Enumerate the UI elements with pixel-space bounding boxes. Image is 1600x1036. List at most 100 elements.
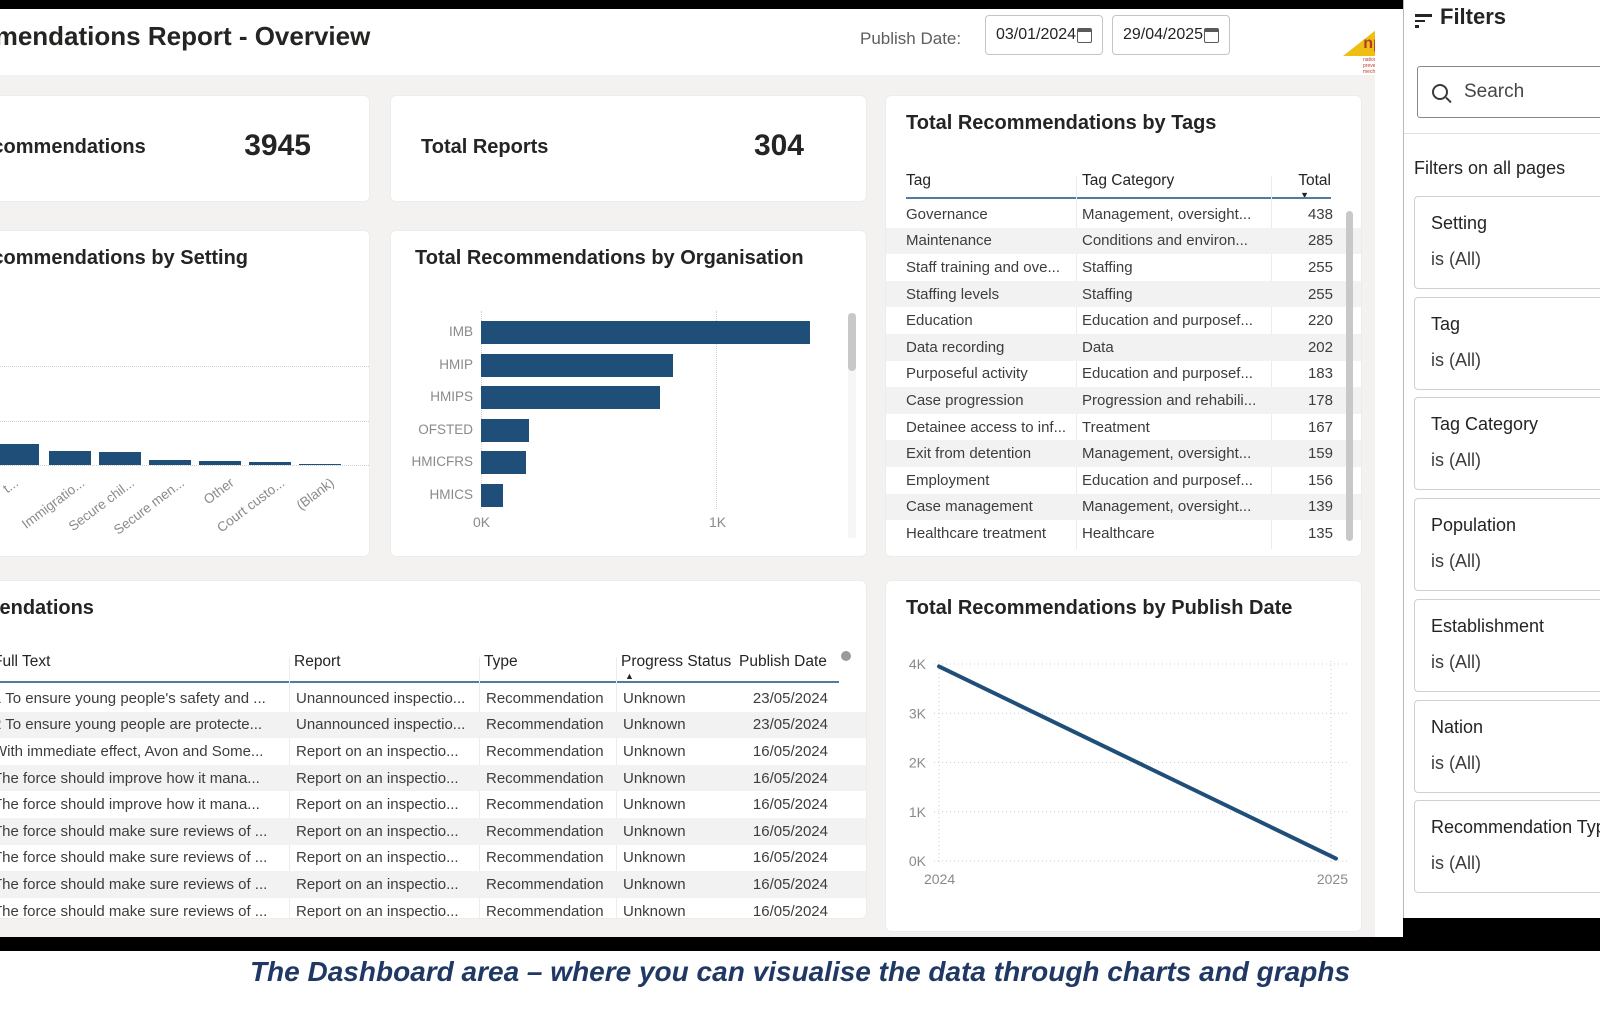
- full-text-cell: The force should make sure reviews of ..…: [0, 903, 296, 919]
- organisation-bar-HMICFRS[interactable]: [481, 451, 526, 474]
- full-text-cell: 1 To ensure young people's safety and ..…: [0, 690, 296, 707]
- filter-field-label: Establishment: [1431, 616, 1544, 637]
- table-row[interactable]: Exit from detentionManagement, oversight…: [886, 440, 1361, 467]
- tag-category-cell: Education and purposef...: [1082, 312, 1272, 329]
- column-header-report[interactable]: Report: [294, 653, 341, 671]
- organisation-bar-OFSTED[interactable]: [481, 419, 529, 442]
- publish-date-line-chart[interactable]: 0K1K2K3K4K20242025: [886, 581, 1361, 931]
- table-row[interactable]: EmploymentEducation and purposef...156: [886, 467, 1361, 494]
- progress-status-cell: Unknown: [623, 903, 735, 919]
- filter-card-establishment[interactable]: Establishment is (All): [1414, 599, 1600, 692]
- publish-date-cell: 16/05/2024: [735, 903, 828, 919]
- tags-table-title: Total Recommendations by Tags: [906, 112, 1216, 135]
- setting-bar-(Blank)[interactable]: [299, 464, 341, 466]
- publish-date-cell: 23/05/2024: [735, 690, 828, 707]
- organisation-bar-HMIP[interactable]: [481, 354, 673, 377]
- filter-card-tag[interactable]: Tagis (All): [1414, 297, 1600, 390]
- tag-category-cell: Management, oversight...: [1082, 206, 1272, 223]
- table-row[interactable]: Data recordingData202: [886, 334, 1361, 361]
- sort-ascending-icon: ▲: [625, 671, 634, 681]
- organisation-bar-IMB[interactable]: [481, 321, 810, 344]
- full-text-cell: The force should make sure reviews of ..…: [0, 849, 296, 866]
- table-row[interactable]: With immediate effect, Avon and Some...R…: [0, 738, 866, 765]
- filter-condition: is (All): [1431, 652, 1481, 673]
- table-row[interactable]: EducationEducation and purposef...220: [886, 307, 1361, 334]
- filter-card-nation[interactable]: Nationis (All): [1414, 700, 1600, 793]
- tags-table-scrollbar[interactable]: [1346, 211, 1353, 541]
- setting-bar-Court custo...[interactable]: [249, 462, 291, 465]
- publish-date-cell: 16/05/2024: [735, 796, 828, 813]
- filter-card-population[interactable]: Populationis (All): [1414, 498, 1600, 591]
- table-row[interactable]: The force should make sure reviews of ..…: [0, 818, 866, 845]
- svg-text:3K: 3K: [909, 705, 927, 721]
- report-cell: Unannounced inspectio...: [296, 690, 486, 707]
- progress-status-cell: Unknown: [623, 823, 735, 840]
- column-header-full-text[interactable]: Full Text: [0, 653, 50, 671]
- setting-bar-Secure chil...[interactable]: [99, 452, 141, 465]
- setting-bar-t...[interactable]: [0, 444, 39, 465]
- table-row[interactable]: Purposeful activityEducation and purpose…: [886, 361, 1361, 388]
- table-row[interactable]: MaintenanceConditions and environ...285: [886, 228, 1361, 255]
- organisation-chart-plot: IMBHMIPHMIPSOFSTEDHMICFRSHMICS: [391, 231, 866, 556]
- kpi-value: 3945: [244, 129, 311, 163]
- table-row[interactable]: The force should improve how it mana...R…: [0, 765, 866, 792]
- divider: [1404, 133, 1600, 134]
- table-row[interactable]: Staff training and ove...Staffing255: [886, 254, 1361, 281]
- filter-condition: is (All): [1431, 249, 1481, 270]
- organisation-bar-HMICS[interactable]: [481, 484, 503, 507]
- top-border-bar: [0, 0, 1403, 9]
- publish-date-label: Publish Date:: [860, 29, 961, 49]
- table-row[interactable]: Case progressionProgression and rehabili…: [886, 387, 1361, 414]
- tag-cell: Case management: [886, 498, 1082, 515]
- table-row[interactable]: The force should improve how it mana...R…: [0, 791, 866, 818]
- organisation-bar-HMIPS[interactable]: [481, 386, 660, 409]
- filters-search-input[interactable]: Search: [1417, 66, 1600, 118]
- table-row[interactable]: Detainee access to inf...Treatment167: [886, 414, 1361, 441]
- column-header-publish-date[interactable]: Publish Date: [739, 653, 827, 671]
- column-header-total[interactable]: Total: [1298, 172, 1331, 190]
- filters-panel-title: Filters: [1440, 4, 1506, 30]
- column-header-tag-category[interactable]: Tag Category: [1082, 172, 1174, 190]
- table-row[interactable]: The force should make sure reviews of ..…: [0, 871, 866, 898]
- table-row[interactable]: Healthcare treatmentHealthcare135: [886, 520, 1361, 547]
- publish-date-from-input[interactable]: 03/01/2024: [985, 15, 1103, 55]
- tag-category-cell: Education and purposef...: [1082, 472, 1272, 489]
- organisation-category-label: HMICS: [430, 487, 474, 502]
- table-row[interactable]: GovernanceManagement, oversight...438: [886, 201, 1361, 228]
- filter-field-label: Tag Category: [1431, 414, 1538, 435]
- kpi-card-total-reports: Total Reports 304: [390, 95, 867, 202]
- organisation-chart-scrollbar[interactable]: [848, 313, 856, 371]
- publish-date-to-input[interactable]: 29/04/2025: [1112, 15, 1230, 55]
- setting-bar-Secure men...[interactable]: [149, 460, 191, 465]
- publish-date-cell: 16/05/2024: [735, 743, 828, 760]
- filters-icon[interactable]: [1415, 14, 1433, 28]
- calendar-icon[interactable]: [1204, 28, 1219, 43]
- filter-card-tag-category[interactable]: Tag Categoryis (All): [1414, 397, 1600, 490]
- scrollbar-dot[interactable]: [841, 651, 851, 661]
- table-row[interactable]: The force should make sure reviews of ..…: [0, 898, 866, 919]
- organisation-chart-card: Total Recommendations by Organisation IM…: [390, 230, 867, 557]
- calendar-icon[interactable]: [1077, 28, 1092, 43]
- tag-cell: Education: [886, 312, 1082, 329]
- column-header-progress-status[interactable]: Progress Status: [621, 653, 731, 671]
- filter-card-setting[interactable]: Settingis (All): [1414, 196, 1600, 289]
- table-row[interactable]: 1 To ensure young people's safety and ..…: [0, 685, 866, 712]
- table-header-underline: [906, 197, 1331, 199]
- x-axis-tick: 1K: [709, 514, 726, 530]
- publish-date-chart-card: Total Recommendations by Publish Date 0K…: [885, 580, 1362, 932]
- column-header-type[interactable]: Type: [484, 653, 518, 671]
- kpi-label: Total Reports: [421, 136, 548, 159]
- column-header-tag[interactable]: Tag: [906, 172, 931, 190]
- organisation-category-label: HMIP: [439, 357, 473, 372]
- table-row[interactable]: Case managementManagement, oversight...1…: [886, 494, 1361, 521]
- setting-bar-Immigratio...[interactable]: [49, 451, 91, 465]
- report-cell: Report on an inspectio...: [296, 823, 486, 840]
- table-row[interactable]: The force should make sure reviews of ..…: [0, 845, 866, 872]
- filter-card-recommendation-type[interactable]: Recommendation Typeis (All): [1414, 800, 1600, 893]
- tag-cell: Exit from detention: [886, 445, 1082, 462]
- setting-bar-Other[interactable]: [199, 461, 241, 465]
- npm-logo: npm national preventive mechanisms: [1343, 11, 1375, 77]
- table-row[interactable]: Staffing levelsStaffing255: [886, 281, 1361, 308]
- svg-text:0K: 0K: [909, 853, 927, 869]
- table-row[interactable]: 2 To ensure young people are protecte...…: [0, 712, 866, 739]
